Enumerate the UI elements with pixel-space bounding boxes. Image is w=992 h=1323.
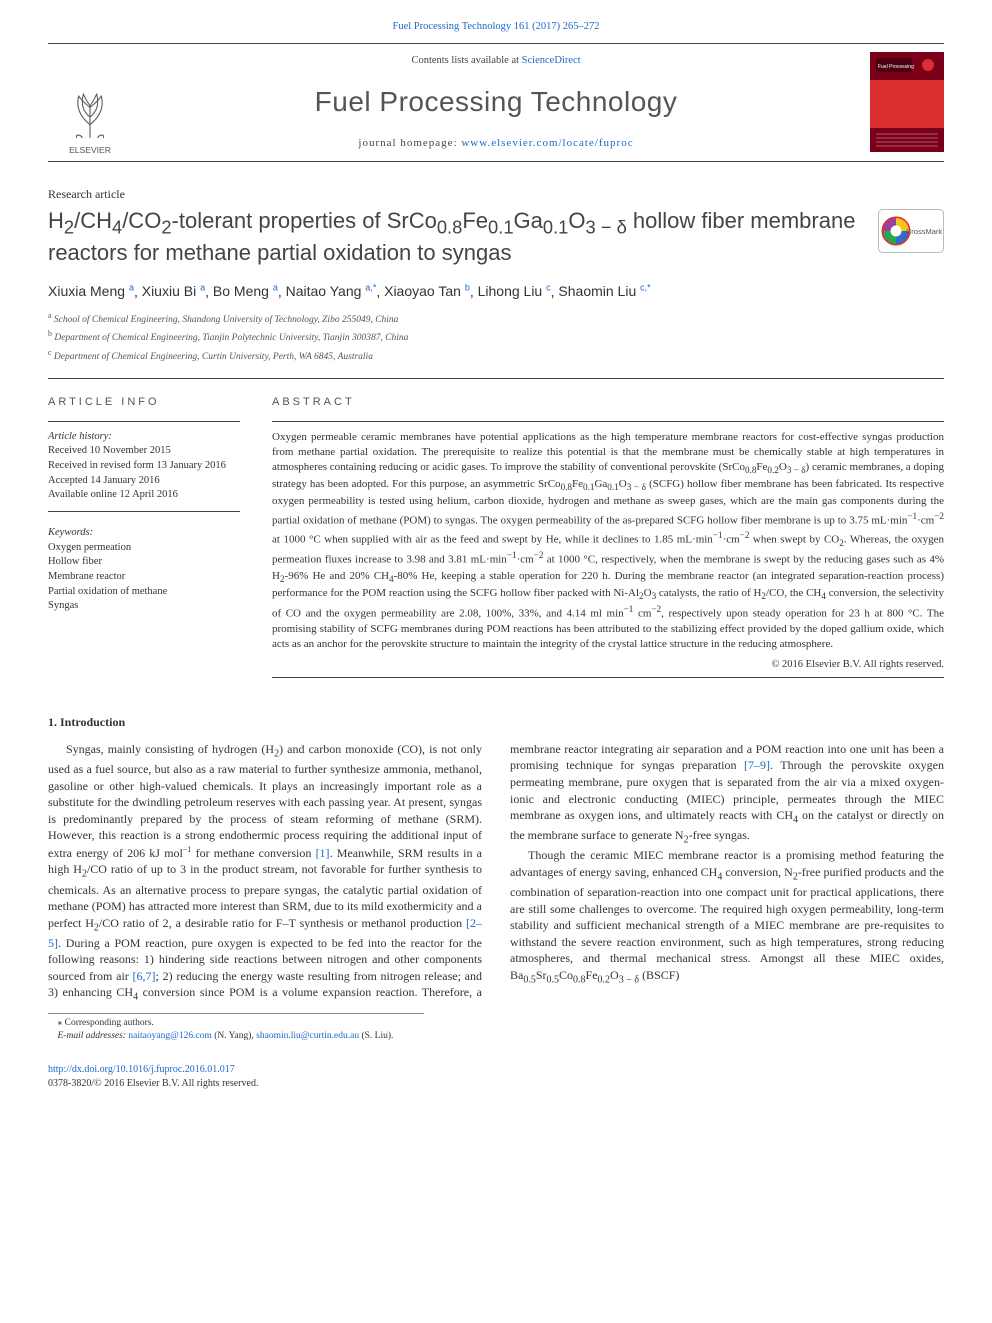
keyword: Syngas <box>48 599 240 614</box>
affiliation: a School of Chemical Engineering, Shando… <box>48 310 944 327</box>
journal-cover-thumb: Fuel Processing <box>854 44 944 161</box>
abstract-column: abstract Oxygen permeable ceramic membra… <box>272 379 944 686</box>
citation-link[interactable]: Fuel Processing Technology 161 (2017) 26… <box>392 21 599 32</box>
keyword: Hollow fiber <box>48 555 240 570</box>
article-type: Research article <box>48 186 944 203</box>
journal-header: ELSEVIER Contents lists available at Sci… <box>48 43 944 162</box>
article-title: H2/CH4/CO2-tolerant properties of SrCo0.… <box>48 207 860 268</box>
keywords-label: Keywords: <box>48 526 240 541</box>
author: Shaomin Liu c,* <box>558 283 650 299</box>
citation-header: Fuel Processing Technology 161 (2017) 26… <box>48 20 944 35</box>
doi-link[interactable]: http://dx.doi.org/10.1016/j.fuproc.2016.… <box>48 1064 235 1075</box>
issn-copyright: 0378-3820/© 2016 Elsevier B.V. All right… <box>48 1078 258 1089</box>
abstract-text: Oxygen permeable ceramic membranes have … <box>272 430 944 653</box>
corresponding-footnote: ⁎ Corresponding authors. E-mail addresse… <box>48 1013 424 1044</box>
abstract-heading: abstract <box>272 395 944 410</box>
journal-homepage-link[interactable]: www.elsevier.com/locate/fuproc <box>461 137 633 149</box>
author-list: Xiuxia Meng a, Xiuxiu Bi a, Bo Meng a, N… <box>48 282 944 302</box>
keyword: Partial oxidation of methane <box>48 585 240 600</box>
abstract-copyright: © 2016 Elsevier B.V. All rights reserved… <box>272 658 944 673</box>
affiliation: b Department of Chemical Engineering, Ti… <box>48 328 944 345</box>
sciencedirect-link[interactable]: ScienceDirect <box>522 55 581 66</box>
svg-text:ELSEVIER: ELSEVIER <box>69 145 111 155</box>
publisher-logo: ELSEVIER <box>48 44 138 161</box>
history-line: Accepted 14 January 2016 <box>48 474 240 489</box>
author: Naitao Yang a,* <box>286 283 377 299</box>
history-line: Received in revised form 13 January 2016 <box>48 459 240 474</box>
author: Lihong Liu c <box>478 283 551 299</box>
keyword: Membrane reactor <box>48 570 240 585</box>
section-heading-intro: 1. Introduction <box>48 714 944 731</box>
elsevier-tree-icon: ELSEVIER <box>58 79 122 155</box>
page-footer: http://dx.doi.org/10.1016/j.fuproc.2016.… <box>48 1063 944 1091</box>
author: Xiuxiu Bi a <box>142 283 205 299</box>
author: Bo Meng a <box>213 283 278 299</box>
keyword: Oxygen permeation <box>48 541 240 556</box>
article-info-heading: article info <box>48 395 240 410</box>
history-line: Available online 12 April 2016 <box>48 488 240 503</box>
body-text: Syngas, mainly consisting of hydrogen (H… <box>48 741 944 1005</box>
journal-homepage: journal homepage: www.elsevier.com/locat… <box>138 136 854 151</box>
journal-cover-icon: Fuel Processing <box>870 52 944 152</box>
svg-text:CrossMark: CrossMark <box>906 227 943 236</box>
contents-available: Contents lists available at ScienceDirec… <box>138 54 854 69</box>
article-info-column: article info Article history: Received 1… <box>48 379 240 686</box>
svg-text:Fuel Processing: Fuel Processing <box>878 64 914 70</box>
email-link[interactable]: naitaoyang@126.com <box>128 1031 211 1041</box>
journal-name: Fuel Processing Technology <box>138 82 854 121</box>
author: Xiaoyao Tan b <box>384 283 470 299</box>
crossmark-badge[interactable]: CrossMark <box>878 209 944 258</box>
history-label: Article history: <box>48 430 240 445</box>
history-line: Received 10 November 2015 <box>48 444 240 459</box>
affiliation: c Department of Chemical Engineering, Cu… <box>48 347 944 364</box>
crossmark-icon: CrossMark <box>878 209 944 253</box>
body-paragraph: Though the ceramic MIEC membrane reactor… <box>510 847 944 987</box>
email-link[interactable]: shaomin.liu@curtin.edu.au <box>256 1031 359 1041</box>
author: Xiuxia Meng a <box>48 283 134 299</box>
